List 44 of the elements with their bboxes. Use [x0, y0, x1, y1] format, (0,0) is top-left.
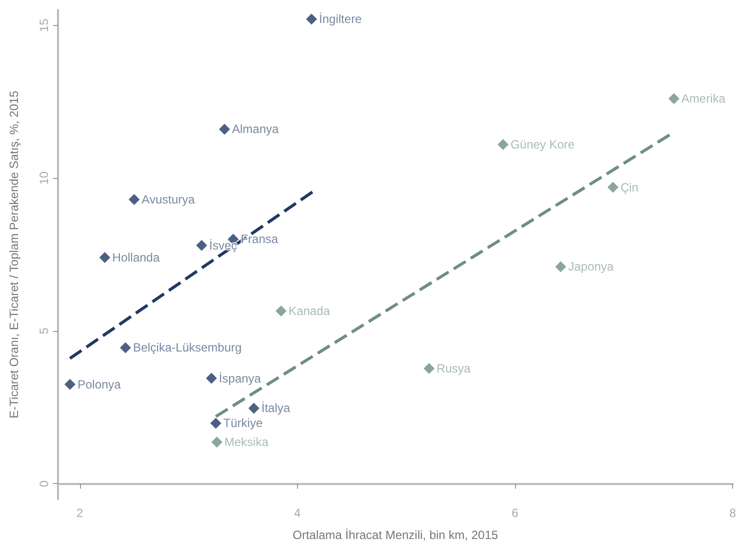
point [306, 14, 318, 25]
data-label: Belçika-Lüksemburg [132, 340, 242, 355]
point [218, 124, 230, 135]
x-tick-label: 2 [76, 506, 84, 520]
point [607, 182, 618, 193]
data-label: Almanya [232, 122, 280, 136]
y-tick-label: 5 [37, 327, 51, 334]
point [248, 402, 260, 414]
x-tick-label: 8 [729, 506, 736, 520]
data-label: Rusya [436, 362, 471, 376]
x-axis-title: Ortalama İhracat Menzili, bin km, 2015 [292, 528, 498, 542]
point [206, 372, 217, 384]
data-label: Türkiye [223, 416, 263, 430]
point [128, 194, 140, 205]
data-label: İtalya [261, 401, 290, 416]
data-label: Çin [620, 180, 638, 194]
point [210, 418, 222, 429]
point [555, 261, 566, 272]
data-label: Meksika [224, 435, 269, 450]
x-tick-label: 6 [512, 506, 519, 520]
data-label: İsveç [209, 238, 238, 252]
x-tick-label: 4 [294, 506, 302, 520]
data-label: Kanada [288, 304, 330, 318]
point [498, 138, 509, 150]
data-label: Polonya [77, 377, 122, 392]
point [99, 252, 110, 264]
y-tick-label: 10 [37, 171, 51, 185]
point [196, 240, 208, 251]
point [211, 436, 222, 448]
data-label: Amerika [681, 92, 726, 106]
data-label: Güney Kore [510, 137, 575, 152]
data-label: Avusturya [142, 192, 196, 206]
data-label: Japonya [568, 260, 614, 274]
point [276, 306, 287, 317]
point [120, 342, 131, 354]
y-tick-label: 0 [37, 480, 51, 488]
data-label: Hollanda [112, 250, 160, 265]
y-axis-title: E-Ticaret Oranı, E-Ticaret / Toplam Perakende Satış, %, 2015 [7, 90, 21, 418]
data-label: İspanya [218, 371, 262, 386]
point [424, 363, 435, 374]
y-tick-label: 15 [37, 18, 51, 32]
point [668, 93, 680, 104]
data-label: İngiltere [319, 12, 362, 26]
point [64, 378, 76, 390]
